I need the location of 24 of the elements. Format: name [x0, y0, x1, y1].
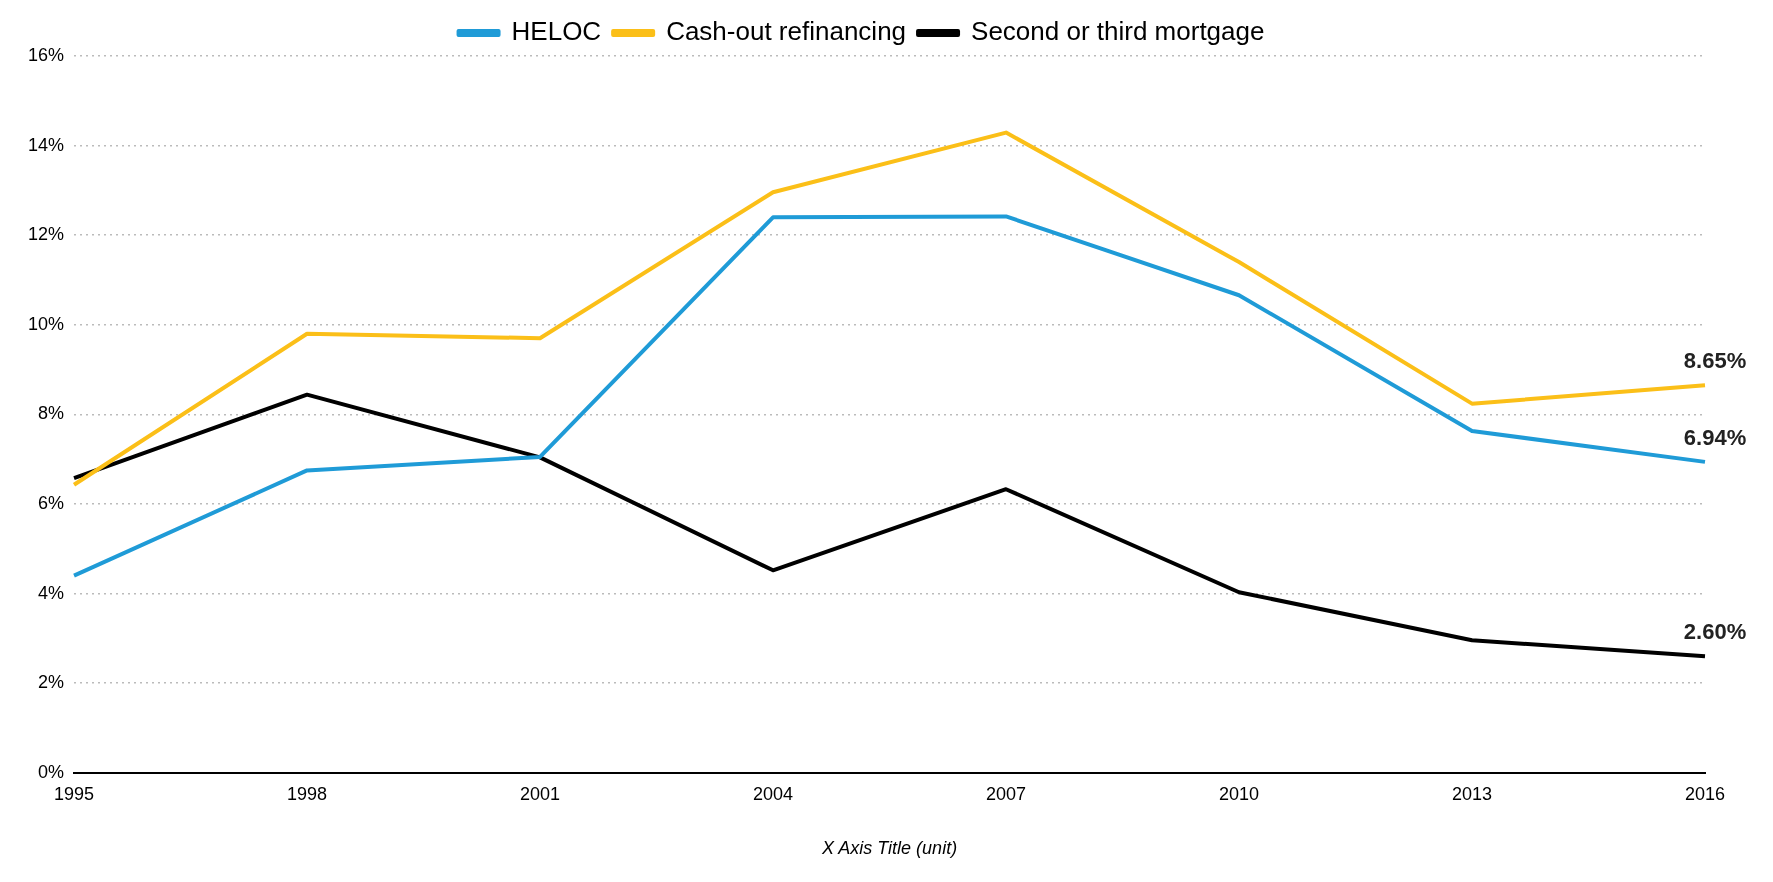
y-tick-label: 4% — [38, 582, 65, 603]
legend-label: Second or third mortgage — [971, 16, 1265, 47]
data-label: 2.60% — [1683, 619, 1747, 645]
y-tick-label: 10% — [28, 313, 65, 334]
x-tick-label: 2004 — [752, 783, 794, 804]
y-tick-label: 0% — [38, 761, 65, 782]
data-label: 6.94% — [1683, 424, 1747, 450]
x-tick-label: 2007 — [985, 783, 1027, 804]
y-tick-label: 8% — [38, 403, 65, 424]
y-tick-label: 6% — [38, 492, 65, 513]
x-tick-label: 1995 — [54, 783, 95, 804]
x-tick-label: 2001 — [520, 783, 561, 804]
x-axis-title: X Axis Title (unit) — [820, 838, 958, 859]
y-tick-label: 12% — [28, 224, 65, 245]
x-tick-label: 2010 — [1218, 783, 1260, 804]
y-tick-label: 14% — [28, 134, 65, 155]
x-tick-label: 1998 — [287, 783, 328, 804]
y-tick-label: 2% — [38, 672, 65, 693]
legend-label: HELOC — [511, 16, 602, 47]
data-label: 8.65% — [1683, 348, 1747, 374]
x-tick-label: 2013 — [1451, 783, 1493, 804]
y-tick-label: 16% — [28, 44, 65, 65]
legend-label: Cash-out refinancing — [666, 16, 907, 47]
x-tick-label: 2016 — [1684, 783, 1726, 804]
